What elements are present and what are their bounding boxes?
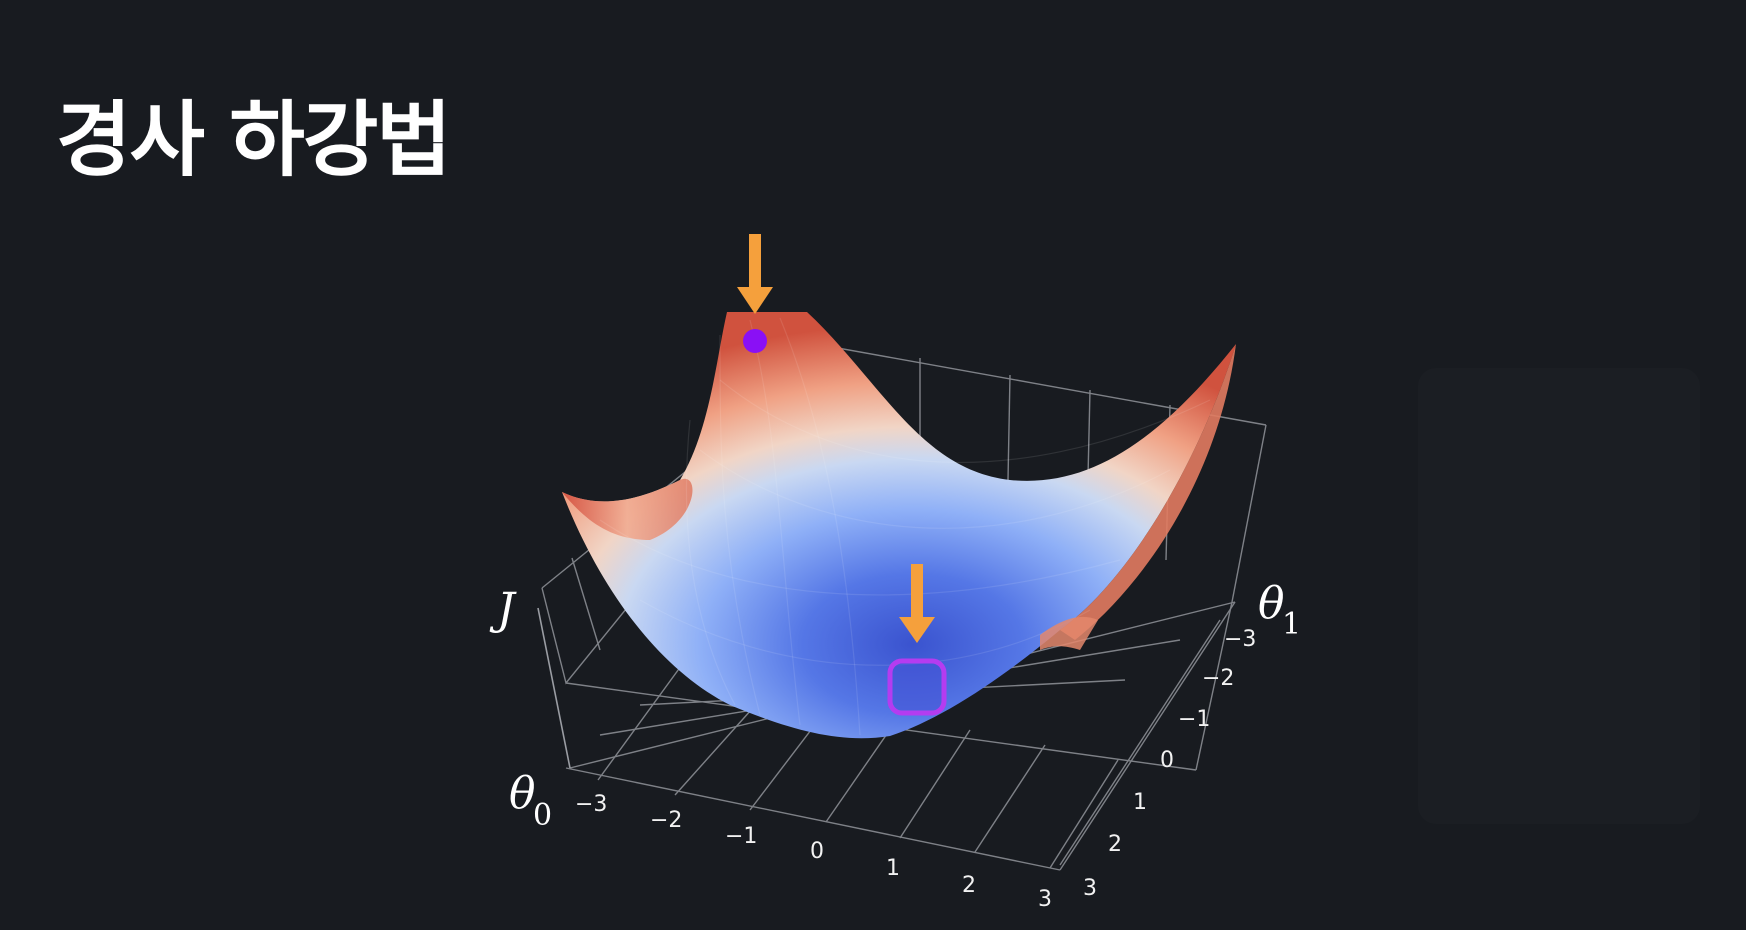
svg-text:1: 1 [1282,607,1301,642]
x-axis-ticks: −3 −2 −1 0 1 2 3 [575,792,1052,912]
cost-surface [562,312,1236,739]
z-axis [537,607,571,769]
y-tick-label: −1 [1178,707,1210,732]
y-tick-label: 2 [1108,832,1122,857]
y-axis-label: θ 1 [1258,578,1301,642]
x-tick-label: 3 [1038,887,1052,912]
x-tick-label: −3 [575,792,607,817]
svg-text:0: 0 [533,798,552,833]
x-tick-label: 2 [962,873,976,898]
x-tick-label: −2 [650,808,682,833]
x-axis-label: θ 0 [509,768,552,833]
svg-text:θ: θ [1258,578,1285,629]
y-tick-label: 1 [1133,790,1147,815]
page-title: 경사 하강법 [56,93,452,188]
y-tick-label: −3 [1224,627,1256,652]
down-arrow-icon [737,234,773,314]
svg-text:θ: θ [509,768,536,819]
z-axis-label: J [489,584,517,635]
y-tick-label: −2 [1202,666,1234,691]
minimum-highlight-box [887,658,947,716]
start-point-marker [743,329,767,353]
surface-fold [1040,616,1098,650]
down-arrow-icon [899,564,935,643]
x-tick-label: 0 [810,839,824,864]
x-tick-label: −1 [725,824,757,849]
y-tick-label: 0 [1160,748,1174,773]
y-axis-ticks: −3 −2 −1 0 1 2 3 [1083,627,1256,901]
x-tick-label: 1 [886,856,900,881]
side-panel [1418,368,1700,824]
y-tick-label: 3 [1083,876,1097,901]
